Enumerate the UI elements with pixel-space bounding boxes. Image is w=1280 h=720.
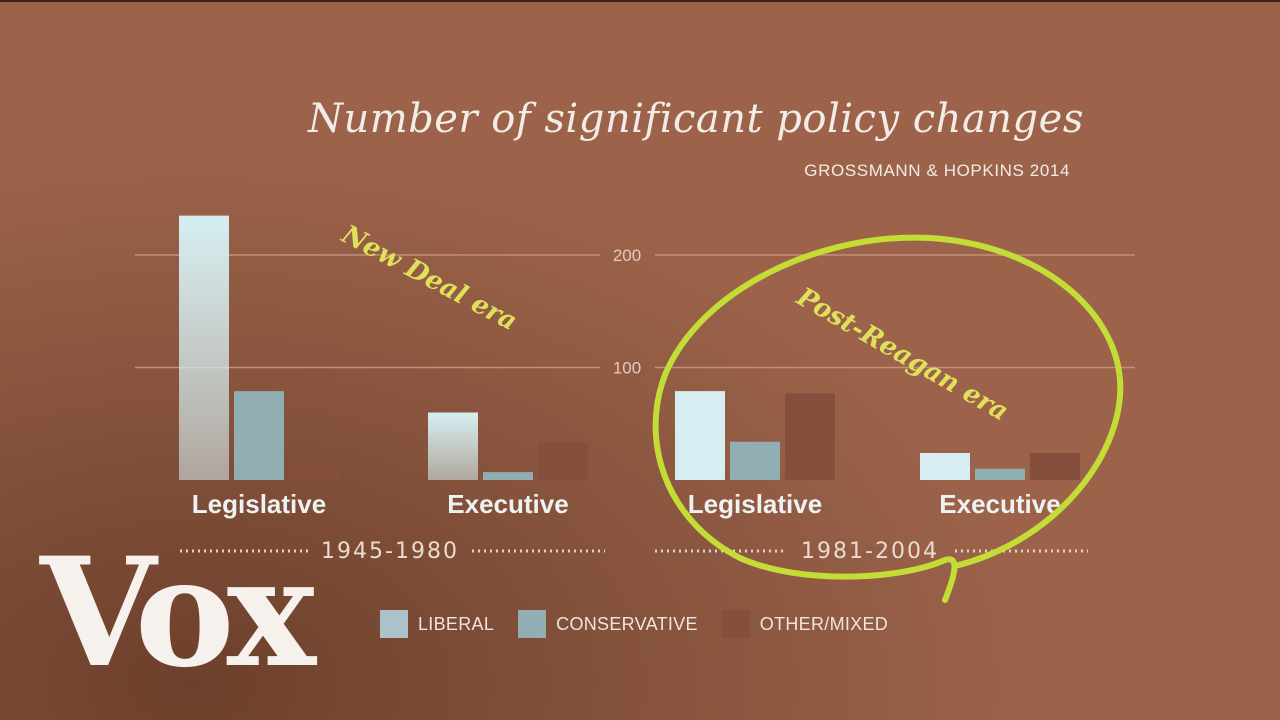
legend-swatch-other <box>721 610 750 638</box>
group-label: Legislative <box>688 489 822 519</box>
era-label: 1945-1980 <box>321 539 459 564</box>
bar-other <box>1030 453 1080 480</box>
group-label: Legislative <box>192 489 326 519</box>
legend-swatch-liberal <box>380 610 408 638</box>
legend-item-liberal: LIBERAL <box>380 610 494 638</box>
legend-label-liberal: LIBERAL <box>418 613 495 634</box>
era-annotation: New Deal era <box>336 219 522 337</box>
legend-swatch-conservative <box>518 610 547 638</box>
vox-logo: Vox <box>40 525 316 701</box>
bar-conservative <box>975 468 1025 480</box>
chart-title: Number of significant policy changes <box>308 96 1084 142</box>
y-tick-label: 200 <box>613 246 641 265</box>
legend-label-other: OTHER/MIXED <box>759 613 889 634</box>
bar-conservative <box>234 391 284 480</box>
bar-other <box>289 469 339 480</box>
legend-label-conservative: CONSERVATIVE <box>556 613 698 634</box>
era-label: 1981-2004 <box>801 539 939 564</box>
legend-item-other: OTHER/MIXED <box>721 610 889 638</box>
top-border <box>0 0 1280 2</box>
bar-other <box>538 442 588 480</box>
bar-liberal <box>920 453 970 480</box>
bar-liberal <box>675 391 725 480</box>
bar-liberal <box>428 412 478 480</box>
bars <box>179 215 1080 480</box>
annotation-circle <box>652 234 1124 603</box>
group-label: Executive <box>447 489 568 519</box>
bar-conservative <box>483 472 533 480</box>
group-label: Executive <box>939 489 1060 519</box>
labels: 100 200 Legislative Executive 1945-1980 New D… <box>180 219 1088 564</box>
y-tick-label: 100 <box>613 359 641 378</box>
gridlines <box>135 254 1135 369</box>
chart-source: GROSSMANN & HOPKINS 2014 <box>804 161 1070 180</box>
bar-other <box>785 393 835 480</box>
legend-item-conservative: CONSERVATIVE <box>518 610 698 638</box>
bar-liberal <box>179 215 229 480</box>
legend: LIBERAL CONSERVATIVE OTHER/MIXED <box>380 610 912 638</box>
bar-conservative <box>730 441 780 480</box>
